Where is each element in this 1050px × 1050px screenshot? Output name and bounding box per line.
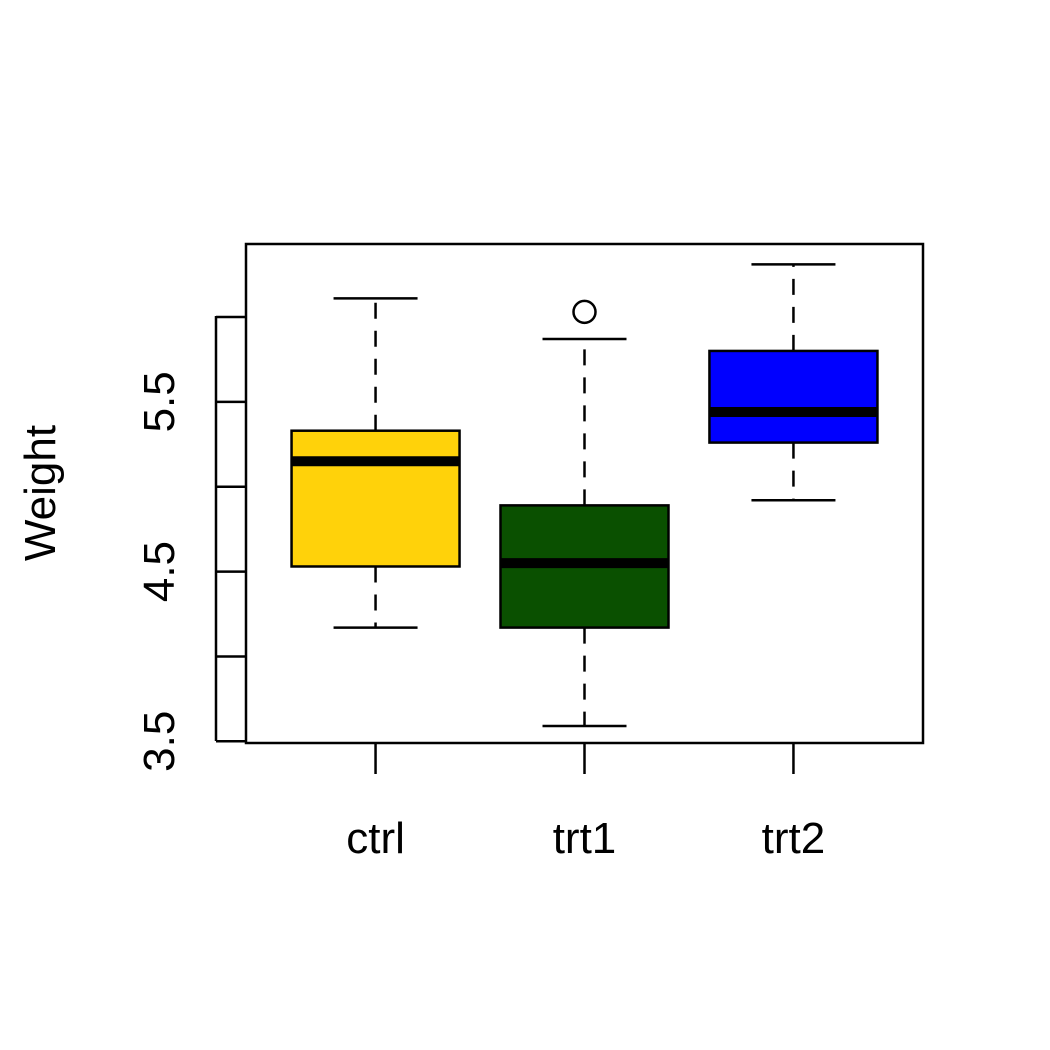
x-tick-label: trt1: [553, 814, 617, 863]
boxes: [290, 263, 879, 728]
y-tick-label: 5.5: [135, 371, 184, 432]
box-body: [290, 429, 461, 568]
box-ctrl: [290, 297, 461, 629]
x-tick-label: ctrl: [346, 814, 405, 863]
y-axis: 3.5 4.5 5.5: [135, 315, 246, 772]
box-trt1: [499, 299, 670, 728]
x-axis: ctrl trt1 trt2: [346, 743, 825, 863]
y-axis-title: Weight: [16, 425, 65, 561]
y-tick-label: 4.5: [135, 541, 184, 602]
y-tick-label: 3.5: [135, 711, 184, 772]
x-tick-label: trt2: [762, 814, 826, 863]
box-trt2: [708, 263, 879, 502]
outlier-point: [572, 299, 597, 325]
box-body: [708, 349, 879, 444]
